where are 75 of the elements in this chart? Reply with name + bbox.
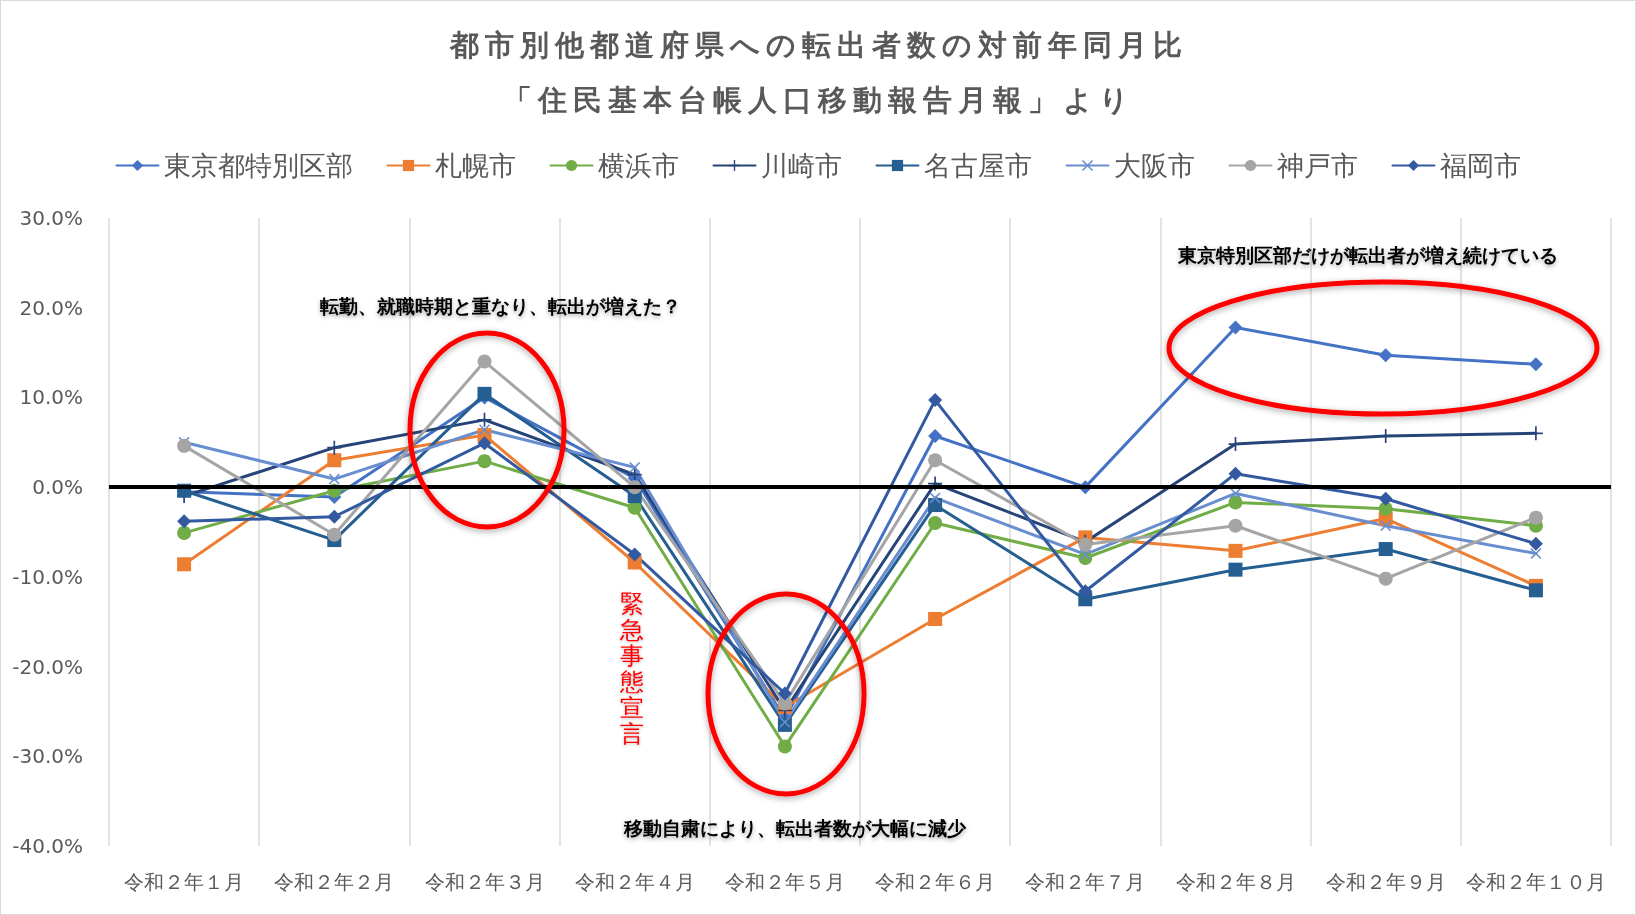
legend-label: 横浜市 [597, 150, 679, 181]
point [477, 436, 492, 451]
legend-label: 東京都特別区部 [163, 150, 353, 181]
point [1378, 348, 1393, 363]
point [1528, 510, 1543, 525]
legend-label: 神戸市 [1276, 150, 1358, 181]
point [928, 612, 943, 627]
y-tick-label: 30.0% [19, 206, 83, 230]
point [1228, 562, 1243, 577]
point [479, 424, 490, 436]
y-tick-label: -10.0% [12, 564, 83, 589]
point [1378, 491, 1393, 506]
point [328, 473, 340, 485]
point [177, 525, 192, 540]
annotation: 転勤、就職時期と重なり、転出が増えた？ [319, 295, 681, 317]
legend-label: 川崎市 [760, 150, 842, 181]
point [327, 527, 342, 542]
point [1378, 542, 1393, 557]
x-tick-label: 令和２年８月 [1175, 870, 1296, 894]
y-tick-label: -30.0% [12, 744, 83, 769]
point [928, 393, 943, 408]
point [777, 739, 792, 754]
point [1228, 518, 1243, 533]
point [1528, 357, 1543, 372]
point [327, 453, 342, 468]
chart-subtitle: 「住民基本台帳人口移動報告月報」より [502, 82, 1136, 118]
point [1228, 466, 1243, 481]
point [177, 557, 192, 572]
point [928, 453, 943, 468]
point [928, 516, 943, 531]
legend-label: 名古屋市 [923, 150, 1032, 181]
point [1228, 320, 1243, 335]
point [1378, 571, 1393, 586]
point [1530, 548, 1542, 560]
x-tick-label: 令和２年６月 [875, 870, 996, 894]
y-tick-label: -20.0% [12, 654, 83, 679]
point [327, 509, 342, 524]
x-tick-label: 令和２年９月 [1325, 870, 1446, 894]
point [627, 547, 642, 562]
point [1528, 536, 1543, 551]
point [477, 412, 492, 427]
point [1380, 520, 1392, 532]
point [477, 386, 492, 401]
x-tick-label: 令和２年４月 [574, 870, 695, 894]
point [629, 461, 641, 473]
point [177, 514, 192, 529]
point [929, 492, 941, 504]
point [1528, 426, 1543, 441]
legend-label: 福岡市 [1439, 150, 1521, 181]
chart-title: 都市別他都道府県への転出者数の対前年同月比 [448, 27, 1189, 63]
x-tick-label: 令和２年１０月 [1465, 870, 1606, 894]
y-tick-label: 10.0% [19, 385, 83, 410]
x-tick-label: 令和２年５月 [724, 870, 845, 894]
legend-label: 札幌市 [434, 150, 516, 181]
annotation: 移動自粛により、転出者数が大幅に減少 [623, 817, 967, 839]
x-tick-label: 令和２年２月 [274, 870, 395, 894]
y-tick-label: 20.0% [19, 295, 83, 320]
y-tick-label: 0.0% [32, 475, 83, 500]
point [1078, 584, 1093, 599]
point [1528, 583, 1543, 598]
annotation: 東京特別区部だけが転出者が増え続けている [1177, 244, 1558, 266]
annotation: 緊急事態宣言 [619, 590, 644, 748]
x-tick-label: 令和２年３月 [424, 870, 545, 894]
point [477, 454, 492, 469]
point [177, 438, 192, 453]
point [477, 354, 492, 369]
point [327, 440, 342, 455]
point [1228, 543, 1243, 558]
y-tick-label: -40.0% [12, 834, 83, 858]
point [779, 716, 791, 728]
point [777, 686, 792, 701]
legend-label: 大阪市 [1113, 150, 1195, 181]
x-tick-label: 令和２年１月 [124, 870, 245, 894]
x-tick-label: 令和２年７月 [1025, 870, 1146, 894]
point [928, 429, 943, 444]
